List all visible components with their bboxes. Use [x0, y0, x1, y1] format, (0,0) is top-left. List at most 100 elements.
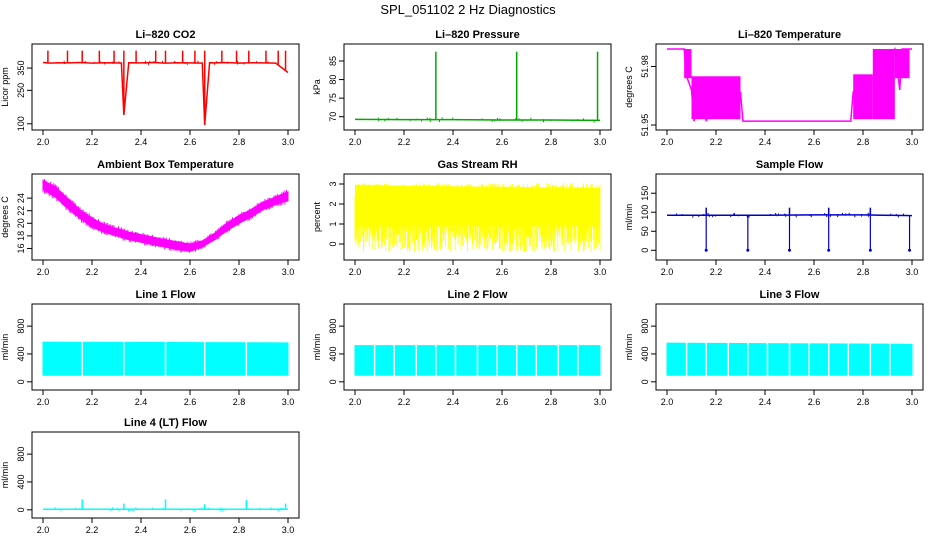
y-tick-label: 20: [16, 218, 26, 228]
series-line: [667, 46, 912, 122]
y-axis-label: percent: [312, 201, 322, 232]
chart-panel-6: Sample Flow ml/min 2.0 2.2 2.4 2.6 2.8 3.0 0 50 10…: [624, 159, 924, 277]
x-tick-label: 3.0: [282, 267, 295, 277]
chart-panel-2: Li–820 Pressure kPa 2.0 2.2 2.4 2.6 2.8 3.0 70 75…: [312, 29, 612, 147]
y-tick-label: 24: [16, 193, 26, 203]
x-tick-label: 2.4: [447, 397, 460, 407]
plot-frame: [31, 303, 300, 391]
y-axis-label: ml/min: [312, 334, 322, 361]
x-tick-label: 2.4: [759, 137, 772, 147]
y-tick-label: 400: [640, 346, 650, 361]
x-tick-label: 2.0: [349, 397, 362, 407]
x-tick-label: 2.2: [86, 397, 99, 407]
chart-panel-8: Line 2 Flow ml/min 2.0 2.2 2.4 2.6 2.8 3.0 0 400 8…: [312, 289, 612, 407]
x-tick-label: 2.4: [759, 397, 772, 407]
y-tick-label: 100: [640, 205, 650, 220]
y-axis-label: ml/min: [624, 334, 634, 361]
x-tick-label: 2.6: [808, 267, 821, 277]
x-tick-label: 3.0: [282, 137, 295, 147]
x-tick-label: 2.6: [184, 137, 197, 147]
x-tick-label: 2.6: [808, 397, 821, 407]
plot-frame: [655, 173, 924, 261]
plot-frame: [31, 173, 300, 261]
y-tick-label: 400: [16, 346, 26, 361]
chart-panel-4: Ambient Box Temperature degrees C 2.0 2.2 2.…: [0, 159, 300, 277]
x-tick-label: 2.2: [398, 267, 411, 277]
y-axis-label: degrees C: [0, 196, 10, 238]
chart-panel-7: Line 1 Flow ml/min 2.0 2.2 2.4 2.6 2.8 3.0 0 400 8…: [0, 289, 300, 407]
y-tick-label: 0: [16, 379, 26, 384]
x-tick-label: 2.2: [86, 267, 99, 277]
x-tick-label: 3.0: [594, 137, 607, 147]
x-tick-label: 2.8: [857, 397, 870, 407]
x-tick-label: 3.0: [906, 267, 919, 277]
x-tick-label: 2.2: [398, 137, 411, 147]
y-tick-label: 51.98: [640, 55, 650, 78]
x-tick-label: 2.6: [496, 267, 509, 277]
x-tick-label: 3.0: [594, 397, 607, 407]
chart-panel-5: Gas Stream RH percent 2.0 2.2 2.4 2.6 2.8 3.0 0 1…: [312, 159, 612, 277]
y-tick-label: 0: [328, 241, 338, 246]
y-tick-label: 0: [640, 379, 650, 384]
x-tick-label: 3.0: [282, 525, 295, 535]
x-tick-label: 2.6: [808, 137, 821, 147]
chart-title: Ambient Box Temperature: [97, 159, 234, 171]
x-tick-label: 2.6: [184, 397, 197, 407]
y-tick-label: 400: [16, 474, 26, 489]
series-point: [788, 248, 791, 252]
chart-title: Li–820 CO2: [136, 29, 196, 41]
plot-frame: [343, 173, 612, 261]
x-tick-label: 2.4: [447, 137, 460, 147]
x-tick-label: 2.4: [447, 267, 460, 277]
x-tick-label: 2.8: [233, 267, 246, 277]
x-tick-label: 2.8: [233, 397, 246, 407]
series-line: [42, 61, 289, 125]
y-axis-label: ml/min: [0, 462, 10, 489]
series-point: [746, 248, 750, 252]
x-tick-label: 2.6: [496, 137, 509, 147]
chart-title: Gas Stream RH: [437, 159, 517, 171]
chart-title: Line 2 Flow: [448, 289, 508, 301]
x-tick-label: 2.0: [37, 267, 50, 277]
x-tick-label: 2.8: [233, 137, 246, 147]
x-tick-label: 2.6: [184, 525, 197, 535]
chart-title: Line 3 Flow: [760, 289, 820, 301]
x-tick-label: 2.4: [135, 525, 148, 535]
series-point: [868, 248, 872, 252]
y-axis-label: ml/min: [0, 334, 10, 361]
x-tick-label: 2.8: [545, 397, 558, 407]
y-tick-label: 400: [328, 346, 338, 361]
y-axis-label: Licor ppm: [0, 67, 10, 107]
x-tick-label: 2.0: [37, 525, 50, 535]
chart-title: Line 4 (LT) Flow: [124, 417, 207, 429]
x-tick-label: 2.2: [86, 137, 99, 147]
chart-panel-3: Li–820 Temperature degrees C 2.0 2.2 2.4 2.6 2…: [624, 29, 924, 147]
plot-frame: [655, 43, 924, 131]
x-tick-label: 2.8: [857, 267, 870, 277]
x-tick-label: 2.2: [710, 397, 723, 407]
y-tick-label: 800: [640, 319, 650, 334]
y-tick-label: 800: [328, 319, 338, 334]
y-tick-label: 75: [328, 93, 338, 103]
y-tick-label: 150: [640, 186, 650, 201]
y-tick-label: 0: [16, 507, 26, 512]
x-tick-label: 3.0: [906, 137, 919, 147]
chart-title: Sample Flow: [756, 159, 824, 171]
x-tick-label: 2.0: [661, 397, 674, 407]
y-tick-label: 16: [16, 243, 26, 253]
y-tick-label: 250: [16, 83, 26, 98]
x-tick-label: 2.2: [398, 397, 411, 407]
x-tick-label: 2.8: [857, 137, 870, 147]
y-axis-label: degrees C: [624, 66, 634, 108]
x-tick-label: 2.0: [661, 267, 674, 277]
y-tick-label: 80: [328, 75, 338, 85]
x-tick-label: 2.8: [545, 137, 558, 147]
y-tick-label: 0: [640, 248, 650, 253]
y-tick-label: 50: [640, 226, 650, 236]
figure-title: SPL_051102 2 Hz Diagnostics: [380, 2, 556, 17]
plot-frame: [343, 303, 612, 391]
x-tick-label: 2.8: [233, 525, 246, 535]
y-tick-label: 350: [16, 61, 26, 76]
x-tick-label: 2.6: [184, 267, 197, 277]
